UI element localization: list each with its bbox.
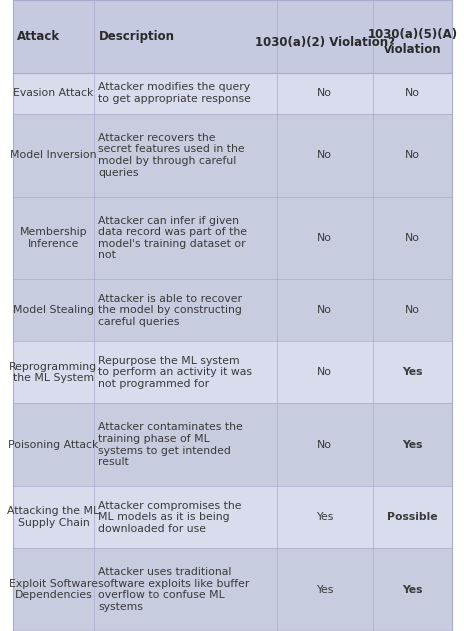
Text: Yes: Yes: [403, 367, 423, 377]
Text: No: No: [318, 305, 332, 316]
Text: Description: Description: [99, 30, 174, 43]
FancyBboxPatch shape: [13, 280, 452, 341]
FancyBboxPatch shape: [13, 548, 452, 631]
Text: No: No: [405, 233, 420, 243]
Text: Possible: Possible: [387, 512, 438, 522]
Text: No: No: [405, 150, 420, 160]
FancyBboxPatch shape: [13, 403, 452, 487]
Text: 1030(a)(2) Violation?: 1030(a)(2) Violation?: [255, 35, 395, 49]
Text: No: No: [318, 367, 332, 377]
FancyBboxPatch shape: [13, 0, 452, 73]
FancyBboxPatch shape: [13, 114, 452, 197]
Text: Exploit Software
Dependencies: Exploit Software Dependencies: [9, 579, 98, 601]
Text: Attacking the ML
Supply Chain: Attacking the ML Supply Chain: [7, 507, 100, 528]
Text: Attacker modifies the query
to get appropriate response: Attacker modifies the query to get appro…: [99, 83, 252, 104]
Text: Yes: Yes: [316, 585, 333, 594]
FancyBboxPatch shape: [13, 73, 452, 114]
Text: 1030(a)(5)(A)
violation: 1030(a)(5)(A) violation: [368, 28, 458, 56]
Text: Membership
Inference: Membership Inference: [20, 227, 87, 249]
Text: Attacker recovers the
secret features used in the
model by through careful
queri: Attacker recovers the secret features us…: [99, 133, 245, 178]
Text: Attacker can infer if given
data record was part of the
model's training dataset: Attacker can infer if given data record …: [99, 216, 247, 261]
Text: Attacker uses traditional
software exploits like buffer
overflow to confuse ML
s: Attacker uses traditional software explo…: [99, 567, 250, 612]
Text: No: No: [405, 305, 420, 316]
Text: Evasion Attack: Evasion Attack: [13, 88, 93, 98]
Text: Yes: Yes: [403, 440, 423, 450]
Text: No: No: [318, 233, 332, 243]
Text: No: No: [318, 150, 332, 160]
Text: Attack: Attack: [17, 30, 60, 43]
Text: Poisoning Attack: Poisoning Attack: [8, 440, 99, 450]
Text: Attacker compromises the
ML models as it is being
downloaded for use: Attacker compromises the ML models as it…: [99, 500, 242, 534]
Text: Yes: Yes: [403, 585, 423, 594]
Text: No: No: [318, 88, 332, 98]
Text: No: No: [405, 88, 420, 98]
Text: Repurpose the ML system
to perform an activity it was
not programmed for: Repurpose the ML system to perform an ac…: [99, 356, 252, 389]
Text: Attacker is able to recover
the model by constructing
careful queries: Attacker is able to recover the model by…: [99, 294, 242, 327]
Text: Reprogramming
the ML System: Reprogramming the ML System: [9, 362, 98, 383]
FancyBboxPatch shape: [13, 197, 452, 280]
Text: Attacker contaminates the
training phase of ML
systems to get intended
result: Attacker contaminates the training phase…: [99, 423, 243, 467]
FancyBboxPatch shape: [13, 341, 452, 403]
Text: Model Inversion: Model Inversion: [10, 150, 97, 160]
Text: No: No: [318, 440, 332, 450]
FancyBboxPatch shape: [13, 487, 452, 548]
Text: Model Stealing: Model Stealing: [13, 305, 94, 316]
Text: Yes: Yes: [316, 512, 333, 522]
